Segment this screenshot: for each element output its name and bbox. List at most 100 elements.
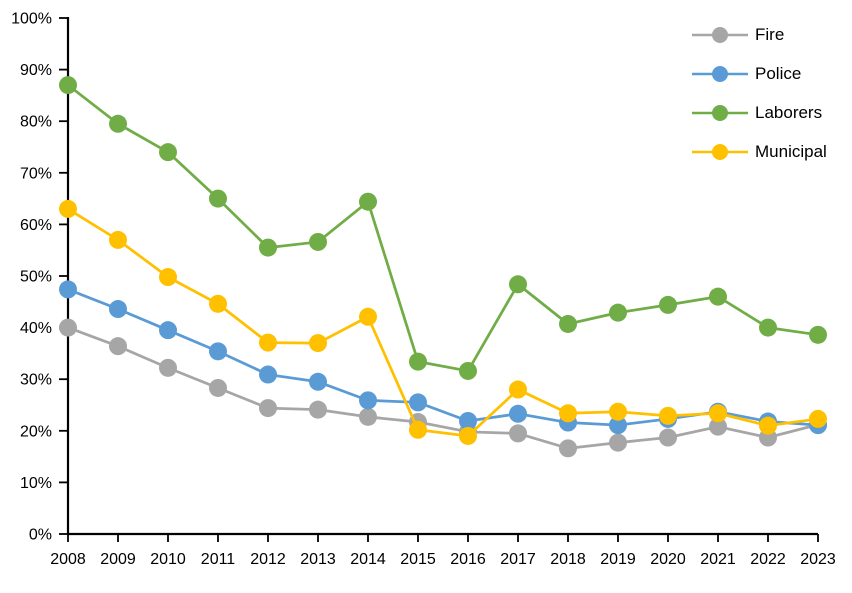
y-axis-tick-label: 70%: [20, 165, 52, 182]
laborers-data-point-2018: [559, 314, 577, 333]
fire-data-point-2010: [159, 358, 177, 377]
police-series-line: [66, 288, 820, 427]
y-axis-tick-label: 30%: [20, 372, 52, 389]
municipal-legend-marker-icon: [692, 144, 748, 160]
municipal-data-point-2023: [809, 409, 827, 428]
police-data-point-2008: [59, 280, 77, 299]
laborers-data-point-2008: [59, 76, 77, 95]
municipal-data-point-2019: [609, 402, 627, 421]
fire-series-line: [66, 326, 820, 450]
police-data-point-2015: [409, 393, 427, 412]
x-axis-tick-label: 2019: [600, 551, 636, 568]
x-axis-tick-label: 2011: [201, 551, 236, 568]
legend-label-laborers: Laborers: [755, 103, 823, 122]
laborers-data-point-2020: [659, 295, 677, 314]
police-data-point-2010: [159, 321, 177, 340]
y-axis-tick-label: 90%: [20, 62, 52, 79]
fire-data-point-2019: [609, 433, 627, 452]
x-axis-tick-label: 2014: [350, 551, 386, 568]
municipal-data-point-2012: [259, 333, 277, 352]
municipal-data-point-2013: [309, 334, 327, 353]
fire-data-point-2014: [359, 407, 377, 426]
laborers-data-point-2023: [809, 325, 827, 344]
y-axis-tick-label: 10%: [20, 475, 52, 492]
police-data-point-2011: [209, 342, 227, 361]
municipal-data-point-2021: [709, 404, 727, 423]
y-axis-tick-label: 80%: [20, 114, 52, 131]
laborers-data-point-2022: [759, 318, 777, 337]
police-data-point-2009: [109, 300, 127, 319]
laborers-data-point-2011: [209, 189, 227, 208]
laborers-data-point-2017: [509, 275, 527, 294]
municipal-data-point-2018: [559, 404, 577, 423]
laborers-data-point-2021: [709, 287, 727, 306]
y-axis-tick-label: 0%: [29, 527, 52, 544]
legend-label-police: Police: [755, 64, 802, 83]
legend-item-fire: Fire: [692, 25, 827, 44]
municipal-data-point-2014: [359, 307, 377, 326]
legend-label-fire: Fire: [755, 25, 785, 44]
x-axis-tick-label: 2018: [550, 551, 586, 568]
fire-data-point-2021: [709, 417, 727, 436]
fire-data-point-2017: [509, 424, 527, 443]
legend-item-laborers: Laborers: [692, 103, 827, 122]
x-axis-tick-label: 2017: [500, 551, 536, 568]
fire-data-point-2012: [259, 399, 277, 418]
x-axis-tick-label: 2008: [50, 551, 86, 568]
laborers-data-point-2012: [259, 238, 277, 257]
laborers-series-line: [66, 83, 820, 373]
x-axis-tick-label: 2015: [400, 551, 436, 568]
laborers-data-point-2013: [309, 232, 327, 251]
y-axis-tick-label: 40%: [20, 320, 52, 337]
legend-item-municipal: Municipal: [692, 142, 827, 161]
y-axis-tick-label: 50%: [20, 269, 52, 286]
laborers-data-point-2015: [409, 352, 427, 371]
fire-data-point-2020: [659, 428, 677, 447]
x-axis-tick-label: 2022: [750, 551, 786, 568]
fire-data-point-2008: [59, 318, 77, 337]
x-axis-tick-label: 2021: [700, 551, 736, 568]
x-axis-tick-label: 2016: [450, 551, 486, 568]
x-axis-tick-label: 2009: [100, 551, 136, 568]
laborers-legend-marker-icon: [692, 105, 748, 121]
x-axis-tick-label: 2010: [150, 551, 186, 568]
fire-legend-marker-icon: [692, 27, 748, 43]
fire-data-point-2009: [109, 337, 127, 356]
municipal-series-line: [66, 207, 820, 438]
police-data-point-2019: [609, 416, 627, 435]
laborers-data-point-2014: [359, 192, 377, 211]
municipal-data-point-2010: [159, 268, 177, 287]
municipal-data-point-2009: [109, 230, 127, 249]
municipal-data-point-2020: [659, 406, 677, 425]
police-data-point-2014: [359, 391, 377, 410]
police-data-point-2016: [459, 411, 477, 430]
fire-data-point-2013: [309, 400, 327, 419]
laborers-data-point-2010: [159, 143, 177, 162]
x-axis-tick-label: 2012: [250, 551, 286, 568]
y-axis-tick-label: 60%: [20, 217, 52, 234]
legend-label-municipal: Municipal: [755, 142, 827, 161]
police-data-point-2013: [309, 372, 327, 391]
police-data-point-2017: [509, 404, 527, 423]
police-data-point-2012: [259, 365, 277, 384]
municipal-data-point-2008: [59, 199, 77, 218]
x-axis-tick-label: 2023: [800, 551, 836, 568]
laborers-data-point-2019: [609, 303, 627, 322]
municipal-data-point-2017: [509, 380, 527, 399]
chart-legend: Fire Police Laborers Municipal: [692, 25, 827, 182]
fire-data-point-2018: [559, 439, 577, 458]
fire-data-point-2011: [209, 378, 227, 397]
laborers-data-point-2009: [109, 114, 127, 133]
municipal-data-point-2015: [409, 420, 427, 439]
y-axis-tick-label: 20%: [20, 423, 52, 440]
municipal-data-point-2016: [459, 426, 477, 445]
municipal-data-point-2022: [759, 416, 777, 435]
x-axis-tick-label: 2020: [650, 551, 686, 568]
laborers-data-point-2016: [459, 361, 477, 380]
legend-item-police: Police: [692, 64, 827, 83]
municipal-data-point-2011: [209, 294, 227, 313]
y-axis-tick-label: 100%: [11, 11, 52, 28]
police-legend-marker-icon: [692, 66, 748, 82]
